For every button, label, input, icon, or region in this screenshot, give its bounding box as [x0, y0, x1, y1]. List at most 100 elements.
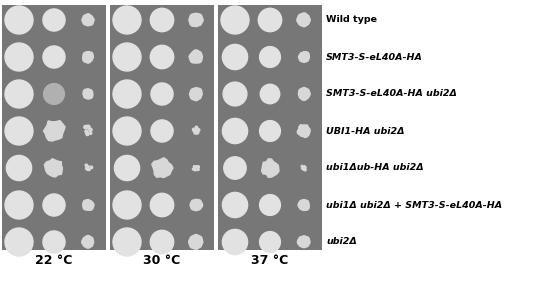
Text: 22 °C: 22 °C: [35, 254, 73, 267]
Circle shape: [299, 200, 305, 206]
Circle shape: [83, 92, 87, 96]
Circle shape: [222, 44, 248, 70]
Circle shape: [304, 20, 309, 25]
Polygon shape: [298, 125, 310, 138]
Circle shape: [301, 54, 307, 60]
Circle shape: [196, 128, 200, 132]
Circle shape: [196, 131, 199, 134]
Circle shape: [195, 94, 201, 99]
Circle shape: [84, 126, 87, 129]
Circle shape: [298, 91, 304, 96]
Circle shape: [83, 20, 89, 25]
Circle shape: [190, 89, 197, 95]
Circle shape: [87, 90, 92, 95]
Text: 30 °C: 30 °C: [144, 254, 180, 267]
Circle shape: [83, 242, 89, 247]
Circle shape: [83, 52, 89, 58]
FancyBboxPatch shape: [110, 5, 214, 250]
Circle shape: [5, 43, 33, 71]
Circle shape: [5, 191, 33, 219]
Text: ubi2Δ: ubi2Δ: [326, 237, 357, 247]
Text: SMT3-S-eL40A-HA ubi2Δ: SMT3-S-eL40A-HA ubi2Δ: [326, 89, 457, 99]
Text: SMT3-S-eL40A-HA: SMT3-S-eL40A-HA: [326, 52, 423, 62]
Circle shape: [85, 20, 91, 26]
Circle shape: [195, 236, 202, 243]
Circle shape: [85, 242, 91, 248]
Circle shape: [191, 52, 196, 57]
Circle shape: [304, 15, 309, 20]
Circle shape: [192, 168, 194, 170]
Circle shape: [5, 6, 33, 34]
Circle shape: [190, 236, 197, 243]
Circle shape: [195, 200, 201, 206]
Circle shape: [223, 82, 247, 106]
Circle shape: [87, 169, 89, 170]
Circle shape: [195, 14, 202, 21]
Circle shape: [195, 205, 201, 210]
Circle shape: [43, 231, 65, 253]
Circle shape: [303, 237, 310, 243]
Circle shape: [83, 204, 89, 210]
Circle shape: [87, 19, 94, 25]
Circle shape: [304, 169, 306, 171]
Circle shape: [5, 228, 33, 256]
Circle shape: [195, 166, 197, 167]
Circle shape: [195, 51, 202, 58]
Circle shape: [197, 166, 200, 168]
Circle shape: [189, 238, 196, 246]
Circle shape: [194, 206, 199, 211]
Text: UBI1-HA ubi2Δ: UBI1-HA ubi2Δ: [326, 126, 404, 136]
Circle shape: [82, 239, 88, 245]
Circle shape: [299, 237, 305, 243]
Circle shape: [301, 243, 306, 248]
Circle shape: [113, 191, 141, 219]
Circle shape: [302, 168, 305, 170]
Circle shape: [151, 120, 173, 142]
Circle shape: [301, 167, 304, 169]
Circle shape: [87, 237, 93, 243]
Circle shape: [300, 13, 307, 20]
Circle shape: [196, 239, 203, 245]
Circle shape: [114, 155, 140, 181]
Circle shape: [298, 14, 305, 21]
Circle shape: [192, 128, 196, 131]
Circle shape: [298, 239, 304, 245]
Circle shape: [305, 17, 310, 23]
Circle shape: [150, 45, 174, 69]
Circle shape: [87, 93, 92, 99]
Circle shape: [85, 14, 91, 20]
Circle shape: [305, 203, 309, 207]
Circle shape: [300, 16, 308, 24]
Circle shape: [299, 94, 304, 99]
Circle shape: [192, 234, 200, 242]
Circle shape: [5, 80, 33, 108]
Circle shape: [260, 194, 280, 215]
Circle shape: [301, 88, 307, 94]
Circle shape: [89, 54, 94, 59]
Circle shape: [195, 56, 202, 63]
Circle shape: [304, 91, 310, 97]
Circle shape: [304, 54, 310, 59]
Circle shape: [85, 239, 91, 245]
Circle shape: [304, 57, 309, 62]
Circle shape: [88, 15, 93, 20]
Polygon shape: [152, 158, 173, 178]
Circle shape: [301, 165, 303, 167]
Circle shape: [303, 89, 310, 95]
Circle shape: [84, 94, 89, 98]
Circle shape: [193, 88, 199, 94]
Circle shape: [190, 202, 196, 208]
Circle shape: [301, 20, 307, 27]
Circle shape: [82, 203, 87, 207]
FancyBboxPatch shape: [2, 5, 106, 250]
Circle shape: [85, 89, 91, 94]
Circle shape: [194, 131, 197, 134]
Circle shape: [302, 52, 306, 57]
Circle shape: [222, 192, 248, 218]
Circle shape: [85, 200, 91, 205]
Circle shape: [113, 6, 141, 34]
Text: 37 °C: 37 °C: [251, 254, 289, 267]
Circle shape: [301, 205, 306, 210]
Text: ubi1Δ ubi2Δ + SMT3-S-eL40A-HA: ubi1Δ ubi2Δ + SMT3-S-eL40A-HA: [326, 200, 502, 210]
Circle shape: [299, 54, 304, 59]
